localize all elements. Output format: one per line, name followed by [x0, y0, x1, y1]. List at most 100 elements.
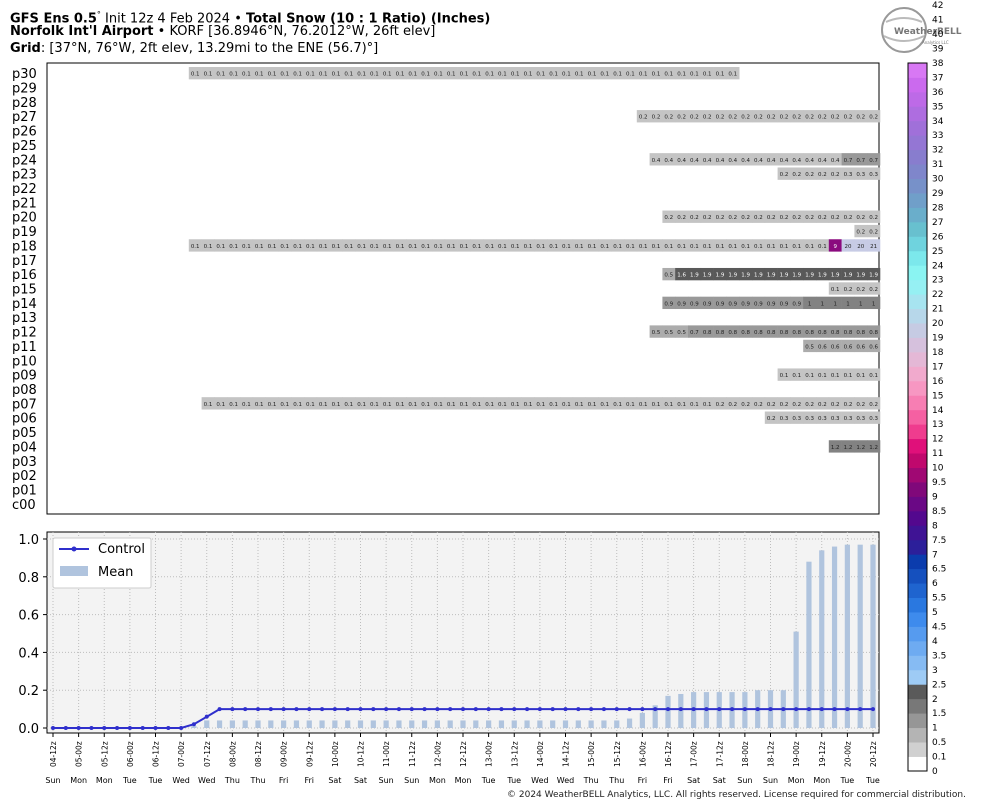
- control-point: [243, 707, 248, 712]
- member-label: p10: [12, 354, 37, 369]
- colorbar-segment: [908, 380, 927, 396]
- heatmap-cell: [803, 296, 817, 310]
- member-label: p21: [12, 196, 37, 211]
- cell-value: 0.3: [831, 416, 840, 422]
- cell-value: 1.6: [677, 273, 686, 279]
- cell-value: 0.1: [421, 72, 430, 78]
- control-point: [435, 707, 440, 712]
- cell-value: 0.1: [562, 72, 571, 78]
- control-point: [473, 707, 478, 712]
- member-label: p28: [12, 96, 37, 111]
- heatmap-cell: [534, 397, 548, 410]
- heatmap-cell: [790, 210, 804, 223]
- cell-value: 0.2: [869, 215, 878, 221]
- mean-bar: [306, 720, 312, 728]
- control-point: [179, 726, 184, 730]
- heatmap-cell: [662, 397, 676, 410]
- cell-value: 0.1: [280, 244, 289, 250]
- colorbar-label: 35: [932, 102, 943, 112]
- heatmap-cell: [867, 210, 881, 223]
- heatmap-cell: [342, 397, 356, 410]
- cell-value: 0.6: [818, 344, 827, 350]
- cell-value: 0.1: [831, 373, 840, 379]
- heatmap-cell: [764, 267, 778, 281]
- x-tick-label: 18-00z: [741, 741, 750, 767]
- cell-value: 0.1: [421, 244, 430, 250]
- cell-value: 0.2: [741, 115, 750, 121]
- member-label: p03: [12, 455, 37, 470]
- heatmap-cell: [841, 368, 855, 381]
- colorbar-segment: [908, 395, 927, 411]
- cell-value: 0.1: [472, 402, 481, 408]
- heatmap-cell: [854, 397, 868, 410]
- member-label: p20: [12, 211, 37, 226]
- cell-value: 0.1: [703, 72, 712, 78]
- heatmap-cell: [841, 110, 855, 123]
- cell-value: 0.1: [332, 72, 341, 78]
- member-label: p07: [12, 397, 37, 412]
- heatmap-cell: [649, 67, 663, 80]
- cell-value: 0.1: [575, 72, 584, 78]
- control-point: [217, 707, 222, 712]
- heatmap-cell: [316, 239, 330, 252]
- day-label: Tue: [148, 776, 163, 785]
- cell-value: 0.4: [754, 158, 763, 164]
- heatmap-cell: [700, 325, 714, 338]
- heatmap-cell: [470, 397, 484, 410]
- cell-value: 0.1: [204, 244, 213, 250]
- cell-value: 0.2: [869, 287, 878, 293]
- cell-value: 0.1: [562, 244, 571, 250]
- legend-mean-label: Mean: [98, 565, 133, 580]
- colorbar-label: 7.5: [932, 536, 946, 546]
- cell-value: 0.1: [511, 72, 520, 78]
- cell-value: 0.1: [408, 244, 417, 250]
- cell-value: 0.1: [204, 72, 213, 78]
- control-point: [51, 726, 55, 730]
- cell-value: 0.2: [780, 402, 789, 408]
- x-tick-label: 20-12z: [869, 741, 878, 767]
- heatmap-cell: [803, 368, 817, 381]
- heatmap-cell: [816, 167, 830, 180]
- heatmap-cell: [764, 296, 778, 310]
- heatmap-cell: [841, 411, 855, 424]
- heatmap-cell: [764, 397, 778, 410]
- mean-bar: [409, 720, 415, 728]
- heatmap-cell: [278, 67, 292, 80]
- mean-bar: [806, 561, 812, 728]
- day-label: Mon: [813, 776, 830, 785]
- heatmap-cell: [816, 296, 830, 310]
- heatmap-cell: [265, 67, 279, 80]
- cell-value: 0.1: [280, 72, 289, 78]
- cell-value: 0.1: [447, 244, 456, 250]
- heatmap-cell: [252, 67, 266, 80]
- member-label: p05: [12, 426, 37, 441]
- x-tick-label: 14-12z: [562, 741, 571, 767]
- control-point: [871, 707, 875, 712]
- member-label: p18: [12, 239, 37, 254]
- heatmap-cell: [867, 267, 881, 281]
- heatmap-cell: [521, 397, 535, 410]
- grid-info: [37°N, 76°W, 2ft elev, 13.29mi to the EN…: [49, 41, 379, 56]
- control-point: [448, 707, 453, 712]
- cell-value: 0.4: [677, 158, 686, 164]
- cell-value: 1.9: [716, 273, 725, 279]
- colorbar-label: 2.5: [932, 680, 946, 690]
- colorbar-label: 42: [932, 1, 943, 11]
- cell-value: 1.2: [844, 445, 853, 451]
- day-label: Wed: [198, 776, 215, 785]
- colorbar-segment: [908, 250, 927, 266]
- heatmap-cell: [816, 397, 830, 410]
- cell-value: 0.2: [869, 402, 878, 408]
- cell-value: 0.1: [191, 72, 200, 78]
- mean-bar: [370, 720, 376, 728]
- heatmap-cell: [304, 397, 318, 410]
- colorbar-segment: [908, 337, 927, 353]
- heatmap-cell: [764, 153, 778, 166]
- grid-label: Grid: [10, 41, 41, 56]
- heatmap-cell: [675, 210, 689, 223]
- cell-value: 0.4: [792, 158, 801, 164]
- x-tick-label: 09-12z: [305, 741, 314, 767]
- colorbar-label: 1.5: [932, 709, 946, 719]
- cell-value: 0.1: [268, 72, 277, 78]
- day-label: Tue: [481, 776, 496, 785]
